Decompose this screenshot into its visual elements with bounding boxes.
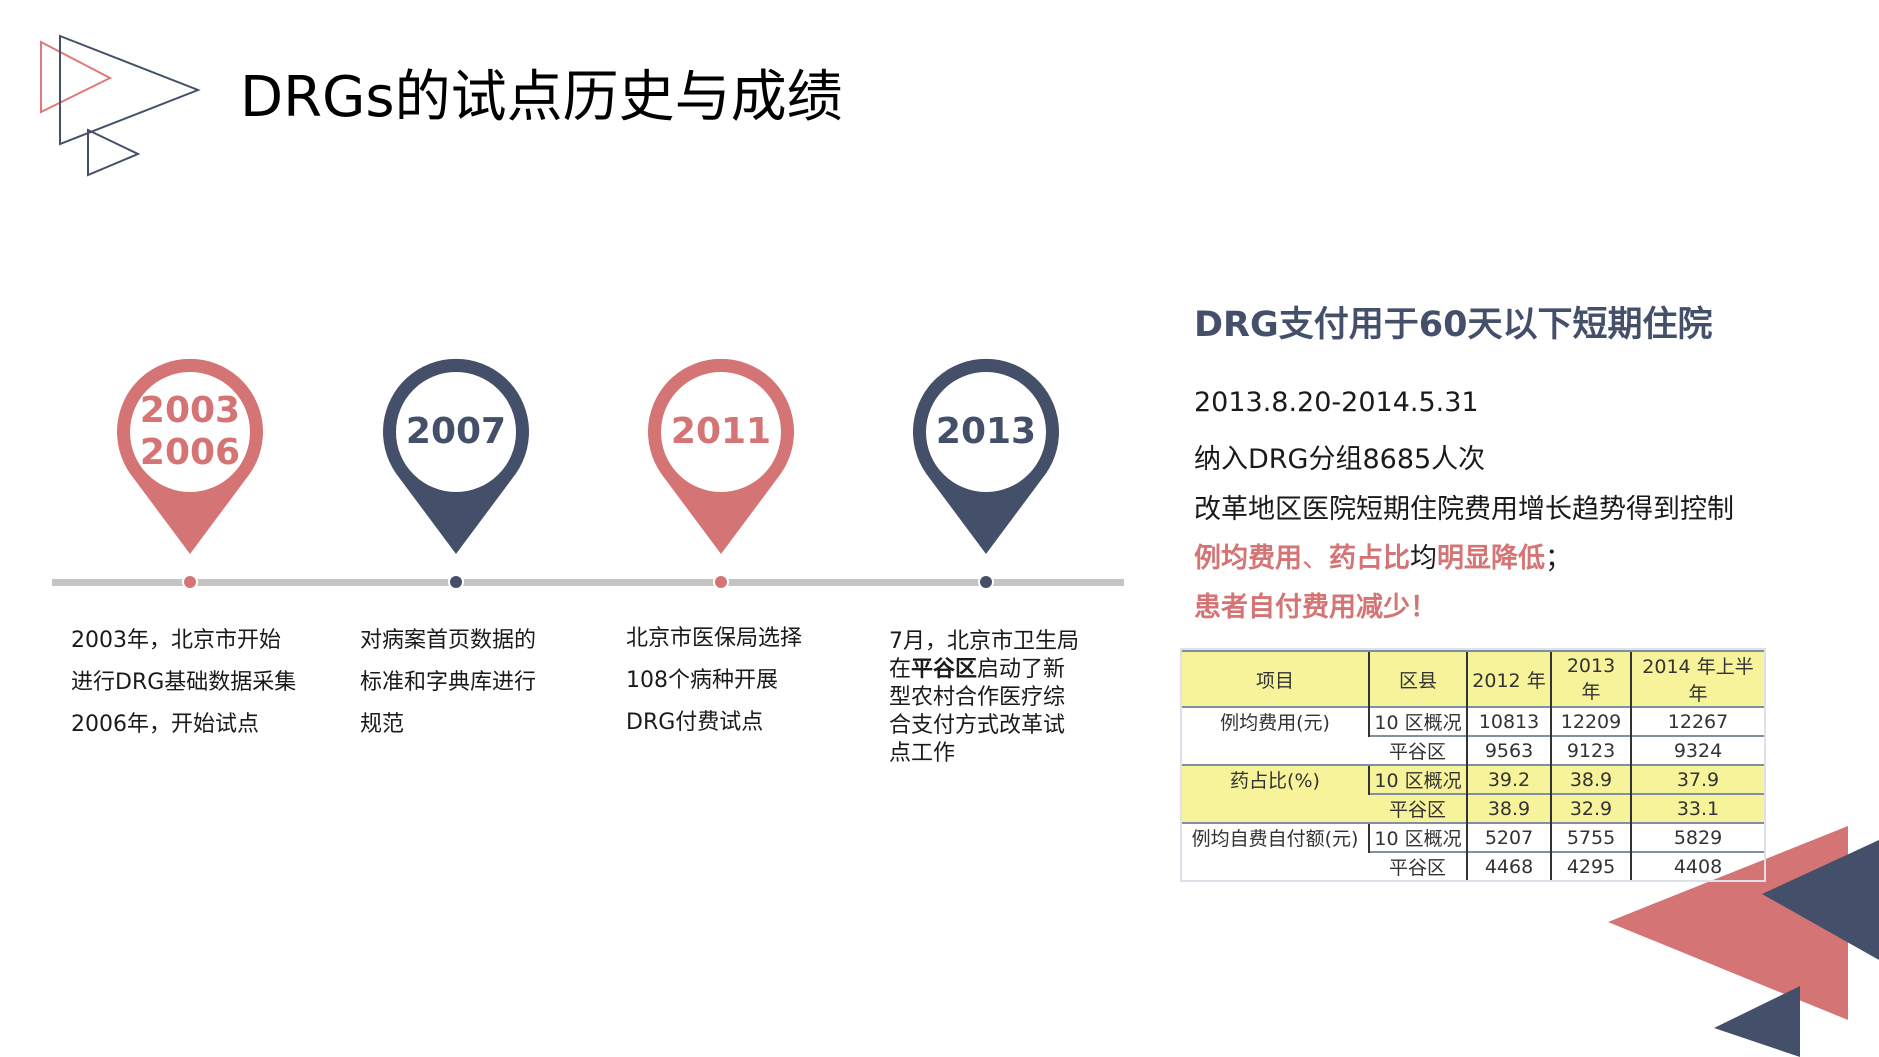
date-range: 2013.8.20-2014.5.31	[1194, 387, 1479, 418]
pin-year: 2007	[405, 411, 507, 452]
logo-triangle-pink	[40, 40, 113, 114]
cost-controlled: 改革地区医院短期住院费用增长趋势得到控制	[1194, 494, 1734, 525]
right-heading: DRG支付用于60天以下短期住院	[1194, 305, 1713, 345]
corner-triangle-navy-bottom	[1714, 986, 1800, 1057]
pin-year: 2013	[935, 411, 1037, 452]
table-row: 药占比(%) 10 区概况 39.2 38.9 37.9	[1182, 764, 1764, 823]
caption-2013: 7月，北京市卫生局 在平谷区启动了新 型农村合作医疗综 合支付方式改革试 点工作	[889, 629, 1079, 766]
decrease-line: 例均费用、药占比均明显降低；	[1194, 543, 1572, 574]
enrolled-count: 纳入DRG分组8685人次	[1194, 444, 1486, 475]
data-table: 项目 区县 2012 年 2013 年 2014 年上半年 例均费用(元) 10 区概况 1…	[1182, 650, 1764, 880]
table-row: 平谷区 38.9 32.9 33.1	[1182, 793, 1764, 823]
timeline-dot	[713, 574, 729, 590]
pin-inner	[130, 372, 250, 492]
table-row: 平谷区 4468 4295 4408	[1182, 851, 1764, 880]
table-row: 平谷区 9563 9123 9324	[1182, 735, 1764, 765]
pin-inner	[661, 372, 781, 492]
timeline-dot	[182, 574, 198, 590]
corner-triangle-pink	[1608, 826, 1848, 1020]
logo-triangle-large	[59, 34, 201, 146]
pin-inner	[926, 372, 1046, 492]
table-row: 例均自费自付额(元) 10 区概况 5207 5755 5829	[1182, 822, 1764, 880]
timeline-line	[52, 579, 1124, 586]
logo-triangle-small	[87, 128, 141, 177]
caption-2003: 2003年，北京市开始 进行DRG基础数据采集 2006年，开始试点	[71, 628, 297, 737]
timeline-dot	[978, 574, 994, 590]
pin-year: 2003 2006	[139, 390, 241, 473]
pin-year: 2011	[670, 411, 772, 452]
timeline-dot	[448, 574, 464, 590]
pin-inner	[396, 372, 516, 492]
corner-triangle-navy	[1762, 840, 1879, 960]
table-row: 例均费用(元) 10 区概况 10813 12209 12267	[1182, 706, 1764, 765]
table-header: 项目 区县 2012 年 2013 年 2014 年上半年	[1182, 650, 1764, 707]
caption-2011: 北京市医保局选择 108个病种开展 DRG付费试点	[626, 626, 803, 735]
self-pay-line: 患者自付费用减少！	[1194, 592, 1437, 623]
caption-2007: 对病案首页数据的 标准和字典库进行 规范	[360, 628, 537, 737]
page-title: DRGs的试点历史与成绩	[240, 65, 843, 130]
